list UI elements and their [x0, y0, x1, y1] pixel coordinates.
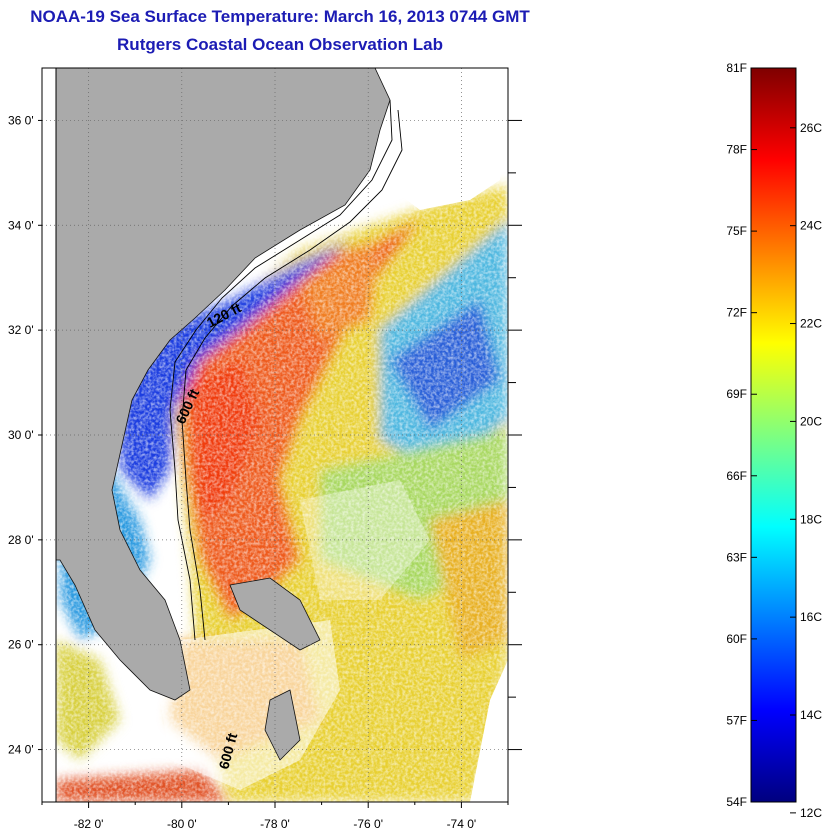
colorbar-f-label: 63F: [726, 550, 747, 564]
lon-tick-label: -82 0': [74, 817, 104, 831]
colorbar-c-label: 18C: [800, 512, 822, 526]
colorbar-f-label: 75F: [726, 224, 747, 238]
lat-tick-label: 28 0': [8, 533, 34, 547]
sst-imagery: [56, 68, 508, 802]
lon-tick-label: -76 0': [353, 817, 383, 831]
colorbar: [750, 67, 797, 803]
lon-tick-label: -74 0': [447, 817, 477, 831]
lon-tick-label: -78 0': [260, 817, 290, 831]
lon-tick-label: -80 0': [167, 817, 197, 831]
grid-lines: [42, 68, 508, 802]
colorbar-f-label: 72F: [726, 306, 747, 320]
colorbar-f-label: 78F: [726, 143, 747, 157]
colorbar-c-label: 12C: [800, 806, 822, 820]
colorbar-c-label: 16C: [800, 610, 822, 624]
colorbar-c-label: 22C: [800, 317, 822, 331]
lat-tick-label: 26 0': [8, 638, 34, 652]
map-title: NOAA-19 Sea Surface Temperature: March 1…: [30, 7, 530, 26]
colorbar-f-label: 66F: [726, 469, 747, 483]
lat-tick-label: 34 0': [8, 218, 34, 232]
lat-tick-label: 32 0': [8, 323, 34, 337]
colorbar-f-label: 69F: [726, 387, 747, 401]
land-mass: [56, 68, 391, 701]
axis-ticks: -82 0' -80 0' -78 0' -76 0' -74 0' 24 0' 26 0'…: [8, 113, 522, 831]
colorbar-f-label: 57F: [726, 713, 747, 727]
colorbar-c-label: 24C: [800, 219, 822, 233]
colorbar-f-label: 60F: [726, 632, 747, 646]
colorbar-f-label: 81F: [726, 61, 747, 75]
lat-tick-label: 36 0': [8, 113, 34, 127]
colorbar-c-label: 26C: [800, 121, 822, 135]
colorbar-f-label: 54F: [726, 795, 747, 809]
colorbar-ticks: 81F 78F 75F 72F 69F 66F 63F 60F 57F 54F 26C 24C 22C 2…: [726, 61, 822, 820]
colorbar-c-label: 20C: [800, 414, 822, 428]
colorbar-c-label: 14C: [800, 708, 822, 722]
lat-tick-label: 30 0': [8, 428, 34, 442]
lat-tick-label: 24 0': [8, 743, 34, 757]
map-subtitle: Rutgers Coastal Ocean Observation Lab: [117, 35, 443, 54]
